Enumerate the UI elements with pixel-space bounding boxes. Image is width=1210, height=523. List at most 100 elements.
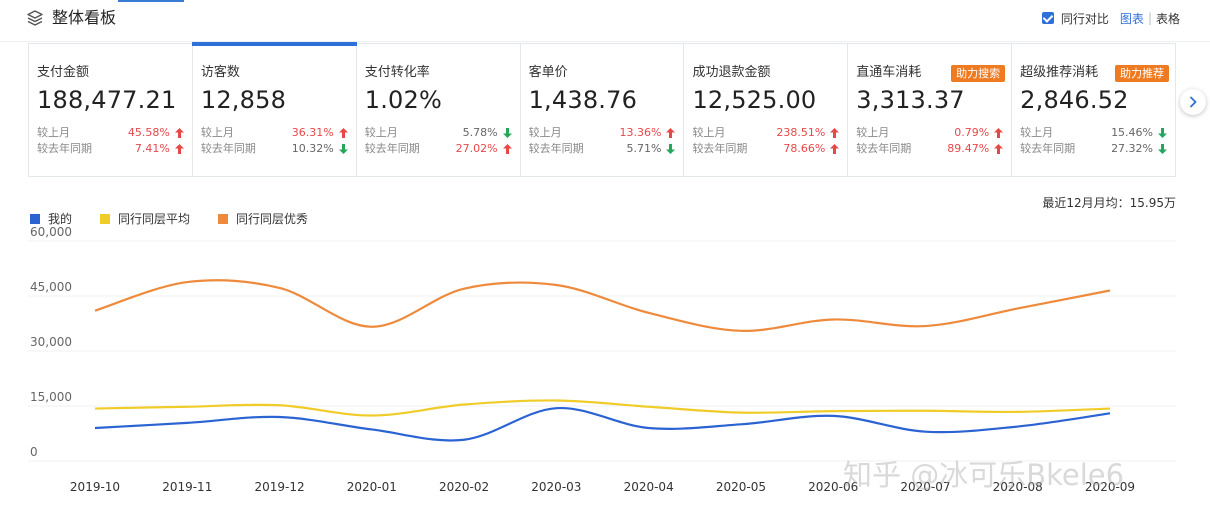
metric-card[interactable]: 成功退款金额 12,525.00 较上月 238.51% 较去年同期 78.66% xyxy=(684,44,849,176)
x-tick-label: 2020-05 xyxy=(716,480,766,494)
comparison-label: 较上月 xyxy=(37,126,70,139)
metric-name: 支付转化率 xyxy=(364,65,430,80)
comparison-percent: 27.02% xyxy=(455,142,498,155)
view-separator: | xyxy=(1147,11,1152,25)
metric-name: 访客数 xyxy=(200,65,240,80)
chart-legend: 我的 同行同层平均 同行同层优秀 xyxy=(30,210,336,227)
comparison-row: 较去年同期 78.66% xyxy=(692,141,847,157)
x-tick-label: 2020-08 xyxy=(993,480,1043,494)
x-tick-label: 2019-10 xyxy=(70,480,120,494)
metric-card[interactable]: 支付金额 188,477.21 较上月 45.58% 较去年同期 7.41% xyxy=(29,44,193,176)
metric-name: 超级推荐消耗 xyxy=(1020,65,1099,80)
comparison-row: 较上月 13.36% xyxy=(529,125,684,141)
comparison-label: 较去年同期 xyxy=(364,142,420,155)
comparison-label: 较去年同期 xyxy=(692,142,748,155)
metric-value: 1.02% xyxy=(364,86,442,114)
x-tick-label: 2020-07 xyxy=(900,480,950,494)
metric-name: 成功退款金额 xyxy=(692,65,771,80)
metric-name: 直通车消耗 xyxy=(856,65,922,80)
comparison-label: 较去年同期 xyxy=(528,142,584,155)
comparison-percent: 13.36% xyxy=(619,126,662,139)
top-tab-indicator xyxy=(118,0,184,2)
arrow-down-icon xyxy=(666,144,676,154)
arrow-up-icon xyxy=(174,144,184,154)
boost-badge[interactable]: 助力推荐 xyxy=(1115,65,1170,82)
x-tick-label: 2020-09 xyxy=(1085,480,1135,494)
monthly-average: 最近12月月均：15.95万 xyxy=(1042,196,1176,210)
legend-swatch xyxy=(30,213,40,224)
y-tick-label: 30,000 xyxy=(30,335,72,349)
legend-label: 同行同层平均 xyxy=(118,212,191,226)
comparison-percent: 238.51% xyxy=(776,126,826,139)
arrow-up-icon xyxy=(994,144,1004,154)
comparison-row: 较去年同期 27.02% xyxy=(365,141,520,157)
metric-card[interactable]: 客单价 1,438.76 较上月 13.36% 较去年同期 5.71% xyxy=(521,44,685,176)
peer-compare-label[interactable]: 同行对比 xyxy=(1060,11,1109,26)
legend-swatch xyxy=(100,213,111,224)
metric-card[interactable]: 支付转化率 1.02% 较上月 5.78% 较去年同期 27.02% xyxy=(357,44,521,176)
x-tick-label: 2020-04 xyxy=(624,480,674,494)
view-controls: 同行对比 图表 | 表格 xyxy=(1041,9,1180,27)
y-tick-label: 15,000 xyxy=(30,390,72,404)
metric-cards: 支付金额 188,477.21 较上月 45.58% 较去年同期 7.41% 访客… xyxy=(28,42,1176,177)
comparison-label: 较去年同期 xyxy=(1020,142,1076,155)
comparison-row: 较上月 15.46% xyxy=(1020,125,1175,141)
legend-item[interactable]: 同行同层平均 xyxy=(100,210,190,227)
comparison-percent: 5.78% xyxy=(462,126,498,139)
comparison-percent: 36.31% xyxy=(291,126,334,139)
chevron-right-icon xyxy=(1190,96,1197,108)
comparison-row: 较去年同期 10.32% xyxy=(201,141,356,157)
comparison-percent: 7.41% xyxy=(134,142,170,155)
metric-name: 支付金额 xyxy=(37,65,90,80)
legend-label: 同行同层优秀 xyxy=(236,212,309,226)
comparison-row: 较上月 36.31% xyxy=(201,125,356,141)
panel-header: 整体看板 同行对比 图表 | 表格 xyxy=(0,0,1210,42)
view-table-button[interactable]: 表格 xyxy=(1155,11,1180,26)
metric-value: 3,313.37 xyxy=(856,86,965,114)
watermark: 知乎 @冰可乐Bkele6 xyxy=(843,458,1125,492)
comparison-row: 较去年同期 7.41% xyxy=(37,141,192,157)
arrow-down-icon xyxy=(502,128,512,138)
peer-compare-checkbox[interactable] xyxy=(1041,12,1054,24)
metric-card[interactable]: 超级推荐消耗 助力推荐 2,846.52 较上月 15.46% 较去年同期 27.3… xyxy=(1012,44,1175,176)
comparison-row: 较去年同期 5.71% xyxy=(529,141,684,157)
boost-badge[interactable]: 助力搜索 xyxy=(951,65,1006,82)
comparison-row: 较去年同期 27.32% xyxy=(1020,141,1175,157)
metric-value: 12,858 xyxy=(200,86,287,114)
legend-label: 我的 xyxy=(48,212,73,226)
comparison-label: 较去年同期 xyxy=(37,142,92,155)
next-cards-button[interactable] xyxy=(1180,89,1206,115)
y-tick-label: 45,000 xyxy=(30,280,72,294)
x-tick-label: 2019-12 xyxy=(254,480,304,494)
view-chart-button[interactable]: 图表 xyxy=(1119,11,1144,26)
comparison-percent: 10.32% xyxy=(291,142,334,155)
arrow-down-icon xyxy=(1158,128,1168,138)
legend-item[interactable]: 我的 xyxy=(30,210,72,227)
arrow-down-icon xyxy=(338,144,348,154)
comparison-percent: 78.66% xyxy=(783,142,826,155)
comparison-row: 较上月 45.58% xyxy=(37,125,192,141)
series-line-2 xyxy=(94,279,1111,332)
comparison-label: 较上月 xyxy=(364,126,398,139)
arrow-up-icon xyxy=(338,128,348,138)
arrow-down-icon xyxy=(1158,144,1168,154)
x-tick-label: 2020-02 xyxy=(439,480,489,494)
metric-card[interactable]: 直通车消耗 助力搜索 3,313.37 较上月 0.79% 较去年同期 89.47% xyxy=(848,44,1013,176)
arrow-up-icon xyxy=(830,144,840,154)
comparison-label: 较上月 xyxy=(692,126,726,139)
comparison-row: 较上月 0.79% xyxy=(856,125,1011,141)
comparison-row: 较去年同期 89.47% xyxy=(856,141,1011,157)
x-tick-label: 2020-06 xyxy=(808,480,858,494)
comparison-percent: 0.79% xyxy=(954,126,990,139)
page-title: 整体看板 xyxy=(52,8,117,27)
legend-item[interactable]: 同行同层优秀 xyxy=(218,210,308,227)
arrow-up-icon xyxy=(174,128,184,138)
metric-card[interactable]: 访客数 12,858 较上月 36.31% 较去年同期 10.32% xyxy=(191,42,357,176)
comparison-percent: 5.71% xyxy=(626,142,662,155)
comparison-label: 较去年同期 xyxy=(200,142,256,155)
y-tick-label: 0 xyxy=(30,445,38,459)
metric-value: 188,477.21 xyxy=(37,86,177,114)
comparison-row: 较上月 238.51% xyxy=(692,125,847,141)
arrow-up-icon xyxy=(502,144,512,154)
x-tick-label: 2019-11 xyxy=(162,480,212,494)
